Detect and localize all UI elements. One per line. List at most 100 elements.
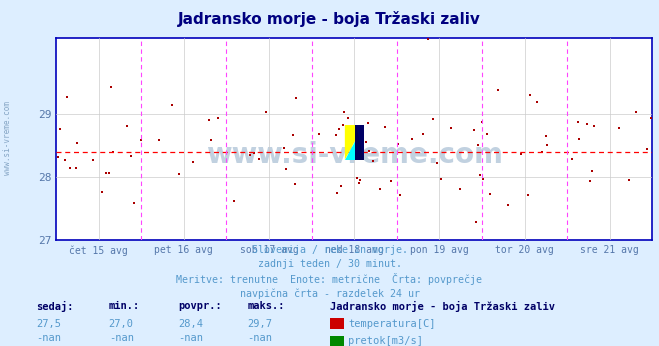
Point (173, 172, 184, 177)
Point (362, 120, 373, 126)
Point (515, 151, 526, 157)
Point (588, 123, 599, 129)
Text: www.si-vreme.com: www.si-vreme.com (3, 101, 13, 175)
Text: -nan: -nan (247, 333, 272, 343)
Text: sedaj:: sedaj: (36, 301, 74, 312)
Point (287, 133, 298, 138)
Point (71, 165, 81, 171)
Point (567, 156, 577, 162)
Point (476, 119, 487, 125)
Polygon shape (345, 125, 364, 160)
Point (291, 95, 302, 101)
Point (339, 109, 350, 115)
Point (542, 142, 553, 148)
Point (289, 181, 300, 187)
Point (455, 186, 465, 192)
Point (188, 160, 198, 165)
Point (540, 133, 551, 139)
Text: maks.:: maks.: (247, 301, 285, 311)
Point (492, 88, 503, 93)
Point (614, 125, 624, 131)
Text: pretok[m3/s]: pretok[m3/s] (348, 336, 423, 346)
Point (244, 152, 255, 157)
Point (473, 143, 483, 148)
Point (364, 149, 374, 154)
Point (122, 124, 132, 129)
Point (585, 178, 595, 183)
Point (432, 160, 442, 166)
Point (407, 137, 417, 142)
Text: 27,0: 27,0 (109, 319, 134, 328)
Text: navpična črta - razdelek 24 ur: navpična črta - razdelek 24 ur (239, 288, 420, 299)
Point (330, 133, 341, 138)
Point (104, 170, 115, 176)
Point (53, 154, 63, 160)
Point (167, 102, 177, 108)
Point (54, 127, 65, 132)
Point (537, 149, 548, 154)
Point (204, 117, 214, 123)
Point (380, 124, 391, 130)
Point (280, 167, 291, 172)
Polygon shape (345, 125, 364, 160)
Text: temperatura[C]: temperatura[C] (348, 319, 436, 328)
Point (474, 172, 485, 178)
Point (446, 125, 457, 131)
Polygon shape (356, 125, 364, 160)
Point (107, 149, 118, 155)
Point (393, 142, 403, 147)
Point (213, 116, 223, 121)
Point (353, 180, 364, 186)
Point (428, 116, 439, 121)
Point (97, 189, 107, 195)
Point (229, 198, 239, 204)
Point (631, 109, 642, 115)
Point (254, 156, 264, 161)
Point (352, 175, 362, 181)
Point (206, 138, 216, 143)
Text: Slovenija / reke in morje.: Slovenija / reke in morje. (252, 245, 407, 255)
Point (478, 177, 488, 182)
Point (136, 137, 147, 143)
Point (386, 179, 396, 184)
Text: -nan: -nan (36, 333, 61, 343)
Point (581, 121, 592, 126)
Point (335, 183, 346, 189)
Text: zadnji teden / 30 minut.: zadnji teden / 30 minut. (258, 260, 401, 269)
Point (125, 153, 136, 159)
Point (334, 126, 345, 132)
Point (88, 157, 99, 163)
Text: www.si-vreme.com: www.si-vreme.com (206, 142, 503, 170)
Text: Jadransko morje - boja Tržaski zaliv: Jadransko morje - boja Tržaski zaliv (330, 301, 554, 312)
Point (248, 150, 259, 156)
Point (436, 176, 446, 182)
Point (531, 99, 542, 104)
Text: -nan: -nan (109, 333, 134, 343)
Point (503, 202, 513, 208)
Text: 29,7: 29,7 (247, 319, 272, 328)
Point (72, 141, 82, 146)
Point (482, 131, 492, 137)
Point (375, 186, 386, 192)
Point (261, 109, 272, 115)
Point (624, 177, 635, 183)
Point (423, 36, 434, 42)
Point (314, 131, 325, 137)
Point (573, 120, 583, 125)
Text: -nan: -nan (178, 333, 203, 343)
Point (60, 157, 71, 163)
Text: Meritve: trenutne  Enote: metrične  Črta: povprečje: Meritve: trenutne Enote: metrične Črta: … (177, 273, 482, 285)
Text: 27,5: 27,5 (36, 319, 61, 328)
Point (642, 146, 652, 152)
Point (129, 201, 140, 206)
Text: povpr.:: povpr.: (178, 301, 221, 311)
Point (360, 139, 371, 145)
Point (154, 138, 165, 143)
Point (332, 191, 343, 196)
Point (645, 115, 656, 121)
Text: min.:: min.: (109, 301, 140, 311)
Point (61, 94, 72, 100)
Point (525, 92, 535, 98)
Point (357, 152, 368, 157)
Point (337, 122, 348, 127)
